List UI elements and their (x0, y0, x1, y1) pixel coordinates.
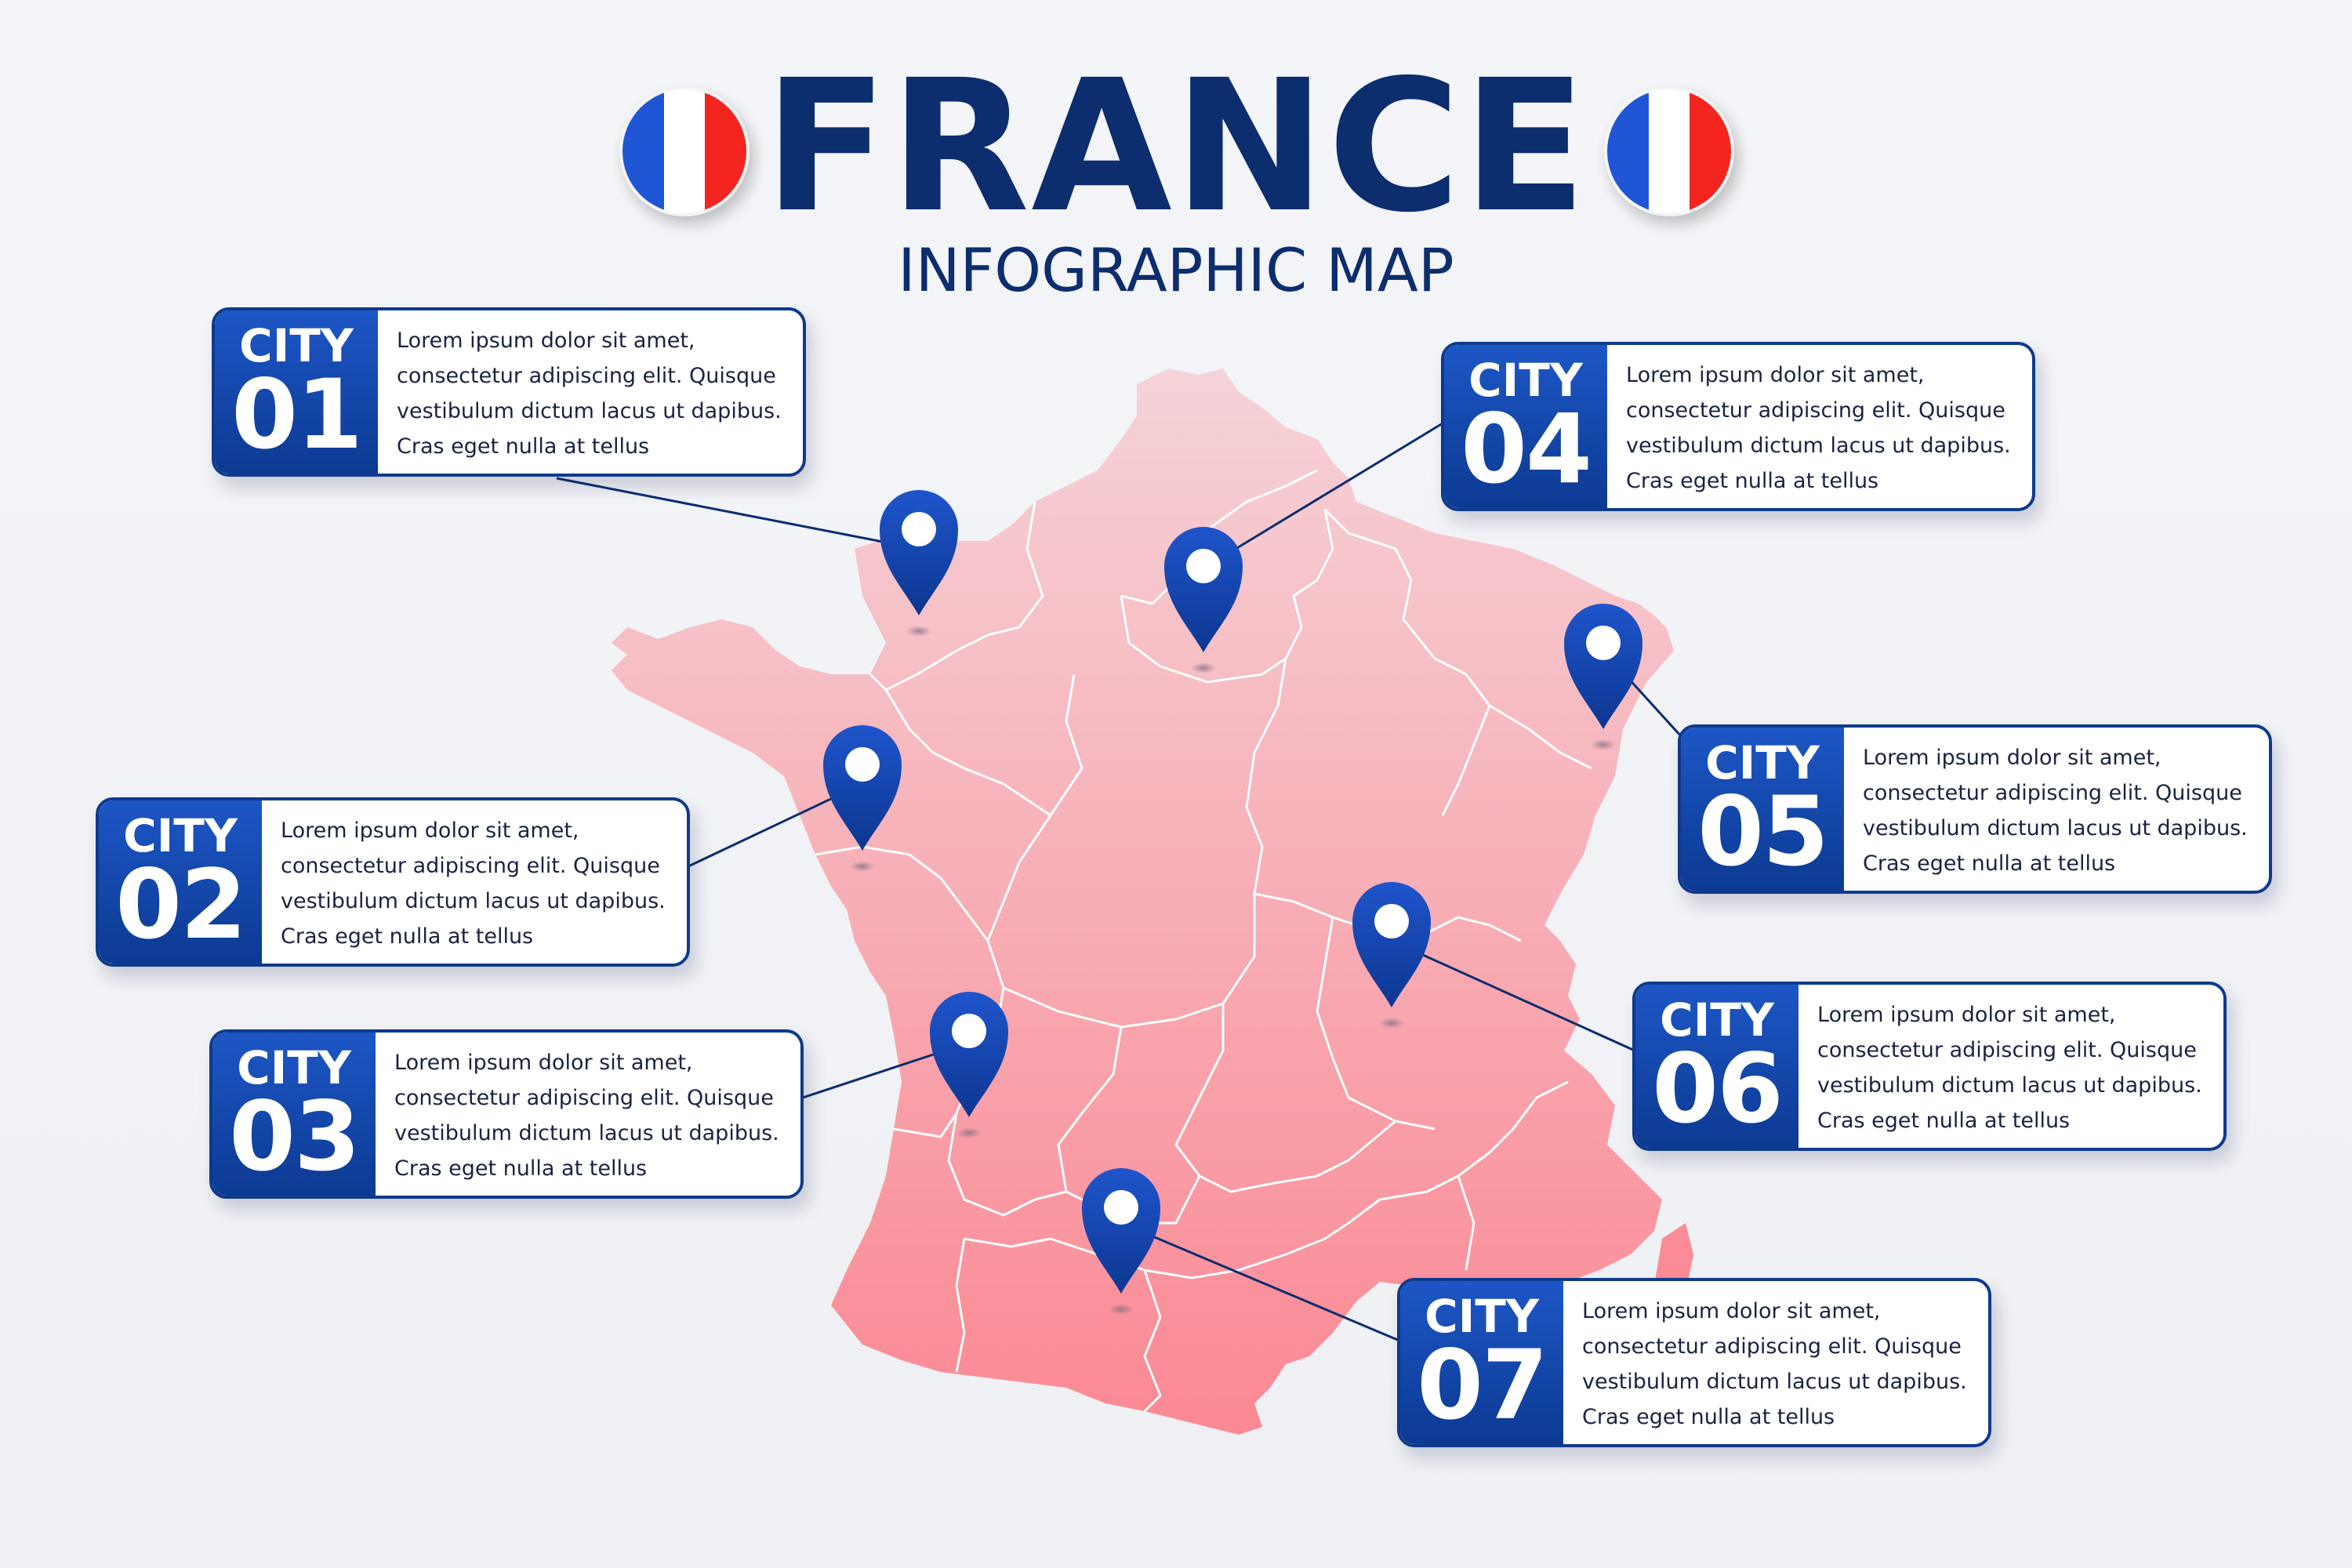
connector-line-city-06 (1391, 939, 1635, 1052)
pin-shadow (1379, 1018, 1404, 1029)
map-pin-icon[interactable] (823, 725, 902, 872)
city-badge-number: 02 (115, 849, 247, 960)
city-card-02[interactable]: CITY 02 Lorem ipsum dolor sit amet, cons… (96, 797, 690, 967)
map-pin-icon[interactable] (880, 490, 958, 637)
region-border (1245, 658, 1287, 895)
flag-stripe-white (663, 89, 706, 213)
pin-shadow (1591, 739, 1616, 750)
page-subtitle: INFOGRAPHIC MAP (898, 235, 1454, 305)
map-pin-icon[interactable] (1164, 527, 1243, 673)
city-badge: CITY 05 (1681, 728, 1844, 891)
city-badge-number: 06 (1652, 1033, 1784, 1145)
region-border (1348, 1080, 1569, 1225)
city-description: Lorem ipsum dolor sit amet, consectetur … (1582, 1299, 1967, 1429)
city-badge: CITY 03 (212, 1033, 376, 1196)
city-badge-number: 05 (1697, 776, 1829, 887)
pin-body (823, 725, 902, 851)
pin-body (880, 490, 958, 615)
pin-dot (1104, 1190, 1138, 1225)
pin-shadow (1109, 1304, 1134, 1315)
pin-shadow (906, 626, 931, 637)
city-card-05[interactable]: CITY 05 Lorem ipsum dolor sit amet, cons… (1678, 724, 2272, 894)
flag-stripe-white (1648, 89, 1690, 213)
city-badge-word: CITY (1425, 1290, 1539, 1343)
region-border (869, 501, 1044, 691)
city-badge: CITY 02 (99, 800, 262, 964)
city-badge: CITY 06 (1635, 985, 1798, 1148)
region-border (964, 1221, 1349, 1279)
pin-dot (1374, 904, 1409, 938)
region-border (1489, 704, 1592, 770)
pin-dot (902, 512, 936, 546)
city-description: Lorem ipsum dolor sit amet, consectetur … (281, 818, 666, 949)
city-badge-number: 01 (231, 359, 363, 470)
city-badge: CITY 04 (1444, 345, 1607, 508)
pin-dot (952, 1014, 986, 1048)
city-card-01[interactable]: CITY 01 Lorem ipsum dolor sit amet, cons… (212, 307, 806, 477)
pin-dot (1586, 626, 1621, 660)
pin-body (1352, 882, 1431, 1007)
city-badge-word: CITY (237, 1041, 351, 1094)
map-pin-icon[interactable] (1564, 604, 1642, 750)
map-pin-icon[interactable] (1352, 882, 1431, 1029)
pin-body (930, 992, 1008, 1117)
city-badge-number: 04 (1461, 394, 1592, 505)
pin-body (1164, 527, 1243, 652)
pin-shadow (1191, 662, 1216, 673)
header: FRANCE INFOGRAPHIC MAP (0, 0, 2352, 314)
france-outline (612, 368, 1674, 1435)
region-border (1323, 508, 1491, 816)
pin-shadow (850, 861, 875, 872)
city-badge-number: 07 (1417, 1330, 1548, 1441)
connector-line-city-04 (1203, 422, 1443, 570)
pin-shadow (956, 1127, 982, 1138)
connector-line-city-07 (1120, 1221, 1400, 1342)
pin-body (1082, 1168, 1160, 1294)
city-description: Lorem ipsum dolor sit amet, consectetur … (1863, 746, 2248, 876)
connector-line-city-01 (556, 477, 920, 550)
city-badge-word: CITY (1468, 354, 1583, 407)
city-badge-word: CITY (239, 319, 354, 372)
map-pin-icon[interactable] (1082, 1168, 1160, 1315)
city-badge: CITY 07 (1400, 1281, 1563, 1444)
pin-body (1564, 604, 1642, 729)
city-card-07[interactable]: CITY 07 Lorem ipsum dolor sit amet, cons… (1397, 1278, 1991, 1447)
city-badge-word: CITY (123, 809, 238, 862)
city-card-06[interactable]: CITY 06 Lorem ipsum dolor sit amet, cons… (1632, 982, 2227, 1151)
city-card-03[interactable]: CITY 03 Lorem ipsum dolor sit amet, cons… (209, 1029, 804, 1199)
city-badge-word: CITY (1705, 736, 1820, 789)
city-badge-word: CITY (1660, 993, 1774, 1047)
location-pins (823, 490, 1642, 1315)
city-description: Lorem ipsum dolor sit amet, consectetur … (394, 1051, 779, 1181)
region-border (893, 1112, 958, 1138)
region-border (1457, 1175, 1475, 1271)
city-badge-number: 03 (229, 1081, 361, 1192)
page-title: FRANCE (764, 41, 1588, 252)
pin-dot (1186, 549, 1221, 583)
city-description: Lorem ipsum dolor sit amet, consectetur … (397, 328, 782, 459)
region-border (986, 673, 1256, 1029)
region-border (815, 845, 989, 942)
pin-dot (845, 747, 880, 782)
region-border (884, 689, 1051, 817)
city-badge: CITY 01 (215, 310, 378, 474)
city-card-04[interactable]: CITY 04 Lorem ipsum dolor sit amet, cons… (1441, 342, 2035, 511)
region-border (1174, 1004, 1396, 1193)
region-border (1143, 1269, 1162, 1413)
city-description: Lorem ipsum dolor sit amet, consectetur … (1626, 363, 2011, 493)
region-border (955, 1238, 966, 1373)
city-description: Lorem ipsum dolor sit amet, consectetur … (1817, 1003, 2202, 1133)
map-pin-icon[interactable] (930, 992, 1008, 1138)
